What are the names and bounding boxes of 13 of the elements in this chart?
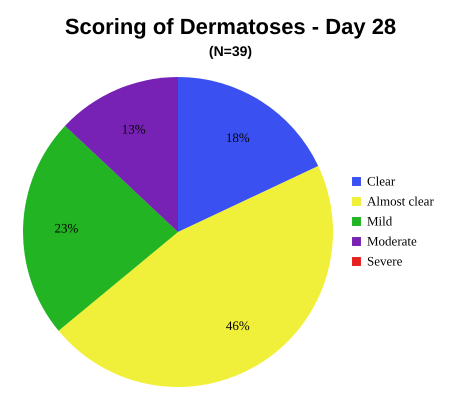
legend-label: Clear	[367, 174, 396, 188]
chart-subtitle: (N=39)	[208, 43, 252, 59]
chart-title: Scoring of Dermatoses - Day 28	[64, 14, 396, 39]
data-label: 13%	[122, 122, 146, 137]
data-label: 18%	[226, 130, 250, 145]
legend-label: Almost clear	[367, 194, 434, 208]
data-label: 46%	[226, 318, 250, 334]
legend-label: Mild	[367, 214, 393, 228]
legend-label: Severe	[367, 254, 403, 268]
legend-label: Moderate	[367, 234, 418, 248]
data-label: 23%	[54, 220, 79, 236]
pie-slice	[178, 77, 318, 232]
pie-slice	[23, 126, 178, 331]
